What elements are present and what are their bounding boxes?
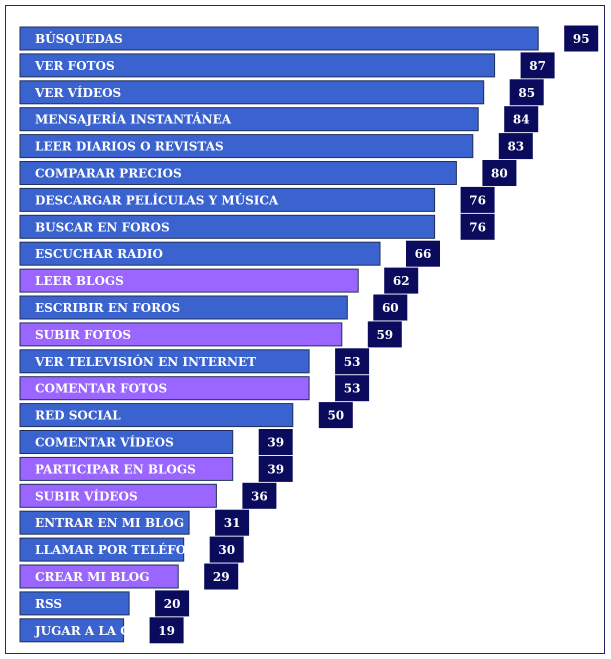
value-box [509, 79, 544, 106]
bar [19, 618, 125, 643]
value-label: 53 [344, 382, 361, 396]
value-box [460, 213, 495, 240]
value-box [215, 509, 250, 536]
value-box [373, 294, 408, 321]
chart-frame: BÚSQUEDAS 95 VER FOTOS 87 VER VÍDEOS 85 MENSAJ… [5, 5, 605, 654]
value-label: 30 [218, 543, 235, 557]
bar-category-label: LEER DIARIOS O REVISTAS [35, 140, 224, 154]
bar [19, 483, 217, 508]
bar [19, 564, 179, 589]
value-label: 76 [469, 193, 486, 207]
bar-category-label: ENTRAR EN MI BLOG [35, 516, 184, 530]
bar-category-label: MENSAJERÍA INSTANTÁNEA [35, 112, 232, 127]
value-label: 62 [393, 274, 410, 288]
value-label: 53 [344, 355, 361, 369]
bar [19, 134, 474, 159]
value-box [367, 321, 402, 348]
bar [19, 214, 436, 239]
value-label: 60 [382, 301, 399, 315]
value-box [318, 402, 353, 429]
value-box [520, 52, 555, 79]
value-box [149, 617, 184, 644]
bar [19, 107, 479, 132]
value-label: 39 [267, 436, 284, 450]
value-box [335, 375, 370, 402]
bar-category-label: COMPARAR PRECIOS [35, 167, 182, 181]
bar-chart: BÚSQUEDAS 95 VER FOTOS 87 VER VÍDEOS 85 MENSAJ… [19, 25, 599, 644]
bar-category-label: ESCRIBIR EN FOROS [35, 301, 180, 315]
bar [19, 53, 496, 78]
bar-category-label: VER FOTOS [34, 59, 115, 73]
value-box [384, 267, 419, 294]
value-label: 66 [415, 247, 432, 261]
value-box [242, 482, 277, 509]
bar [19, 268, 359, 293]
bar [19, 537, 185, 562]
bar-category-label: LLAMAR POR TELÉFONO [35, 542, 208, 557]
bar [19, 349, 310, 374]
value-label: 95 [573, 32, 590, 46]
value-box [460, 186, 495, 213]
value-box [406, 240, 440, 267]
value-box [204, 563, 239, 590]
bar [19, 403, 294, 428]
value-label: 20 [164, 597, 181, 611]
bar-category-label: SUBIR FOTOS [35, 328, 131, 342]
value-label: 84 [513, 113, 530, 127]
bar-category-label: VER VÍDEOS [34, 85, 121, 100]
value-label: 50 [327, 409, 344, 423]
bar-category-label: RSS [35, 597, 62, 611]
bar [19, 430, 234, 454]
value-label: 59 [376, 328, 393, 342]
value-label: 39 [267, 462, 284, 476]
value-label: 83 [507, 140, 524, 154]
value-label: 36 [251, 489, 268, 503]
bar [19, 591, 130, 616]
bar-category-label: DESCARGAR PELÍCULAS Y MÚSICA [35, 191, 279, 207]
bar-category-label: ESCUCHAR RADIO [35, 247, 163, 261]
bar [19, 510, 190, 535]
bar-category-label: BUSCAR EN FOROS [35, 220, 170, 234]
value-box [335, 348, 370, 375]
bar-category-label: SUBIR VÍDEOS [35, 488, 138, 503]
bar [19, 80, 485, 105]
value-label: 85 [518, 86, 535, 100]
value-box [498, 133, 533, 160]
value-box [258, 455, 293, 482]
bar [19, 456, 234, 481]
bar-category-label: LEER BLOGS [35, 274, 124, 288]
bar-category-label: COMENTAR FOTOS [35, 382, 167, 396]
value-label: 80 [491, 167, 508, 181]
bar-category-label: RED SOCIAL [35, 409, 121, 423]
value-box [258, 429, 293, 455]
value-box [504, 106, 539, 133]
bar [19, 161, 457, 185]
bar [19, 376, 310, 401]
value-box [155, 590, 190, 617]
bar [19, 26, 539, 51]
value-label: 29 [213, 570, 230, 584]
value-label: 31 [224, 516, 241, 530]
value-box [482, 160, 517, 186]
value-label: 87 [529, 59, 546, 73]
bar [19, 241, 381, 266]
bar-category-label: VER TELEVISIÓN EN INTERNET [34, 353, 256, 369]
value-label: 19 [158, 624, 175, 638]
value-box [564, 25, 599, 52]
bar-category-label: COMENTAR VÍDEOS [35, 435, 174, 450]
bar [19, 295, 348, 320]
bar [19, 187, 436, 212]
value-label: 76 [469, 220, 486, 234]
value-box [209, 536, 244, 563]
bar [19, 322, 343, 347]
bar-category-label: PARTICIPAR EN BLOGS [35, 462, 196, 476]
bar-category-label: BÚSQUEDAS [35, 30, 123, 46]
bar-category-label: CREAR MI BLOG [35, 570, 150, 584]
